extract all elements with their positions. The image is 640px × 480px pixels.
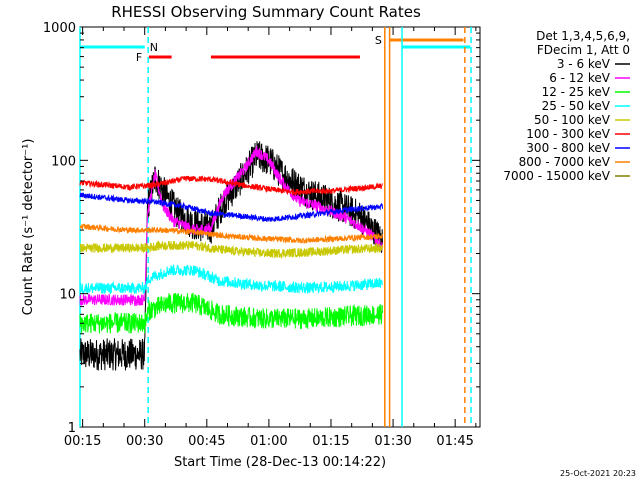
x-axis: 00:15 00:30 00:45 01:00 01:15 01:30 01:45 (64, 27, 477, 449)
series-line-5 (79, 175, 383, 197)
x-tick-label: 00:30 (126, 434, 163, 449)
x-tick-label: 01:00 (250, 434, 287, 449)
y-tick-label: 1000 (43, 21, 76, 36)
y-tick-label: 10 (59, 288, 76, 303)
series-line-0 (79, 141, 383, 371)
x-tick-label: 00:45 (188, 434, 225, 449)
legend-title-line: FDecim 1, Att 0 (537, 43, 630, 57)
legend-entry-label: 300 - 800 keV (526, 141, 610, 155)
x-tick-label: 01:45 (436, 434, 473, 449)
series-line-2 (79, 292, 383, 334)
x-axis-label: Start Time (28-Dec-13 00:14:22) (174, 455, 386, 470)
plot-frame (79, 26, 481, 428)
legend-entry-label: 3 - 6 keV (557, 57, 611, 71)
y-tick-label: 1 (68, 421, 76, 436)
legend-entry-label: 50 - 100 keV (534, 113, 611, 127)
flag-f-label: F (136, 51, 142, 64)
instrument-flags: NF S (80, 34, 471, 64)
vertical-markers (79, 27, 472, 427)
legend-entry-label: 7000 - 15000 keV (503, 169, 610, 183)
x-tick-label: 01:30 (374, 434, 411, 449)
x-tick-label: 01:15 (312, 434, 349, 449)
series-line-6 (79, 192, 383, 222)
flag-s-label: S (375, 34, 382, 47)
series-line-4 (79, 240, 383, 260)
x-tick-label: 00:15 (64, 434, 101, 449)
legend: Det 1,3,4,5,6,9,FDecim 1, Att 03 - 6 keV… (503, 29, 630, 183)
footer-date: 25-Oct-2021 20:23 (560, 469, 636, 478)
legend-entry-label: 6 - 12 keV (549, 71, 611, 85)
y-axis: 1 10 100 1000 (43, 21, 480, 436)
y-tick-label: 100 (51, 154, 76, 169)
legend-entry-label: 12 - 25 keV (542, 85, 611, 99)
plot-area (79, 26, 481, 428)
series-line-3 (79, 264, 383, 295)
flag-n-label: N (150, 41, 158, 54)
chart-title: RHESSI Observing Summary Count Rates (111, 3, 421, 21)
legend-title-line: Det 1,3,4,5,6,9, (536, 29, 630, 43)
series-line-7 (79, 223, 383, 244)
y-axis-label: Count Rate (s⁻¹ detector⁻¹) (21, 139, 36, 316)
series-layer (79, 141, 383, 371)
legend-entry-label: 100 - 300 keV (526, 127, 610, 141)
legend-entry-label: 800 - 7000 keV (519, 155, 611, 169)
legend-entry-label: 25 - 50 keV (542, 99, 611, 113)
